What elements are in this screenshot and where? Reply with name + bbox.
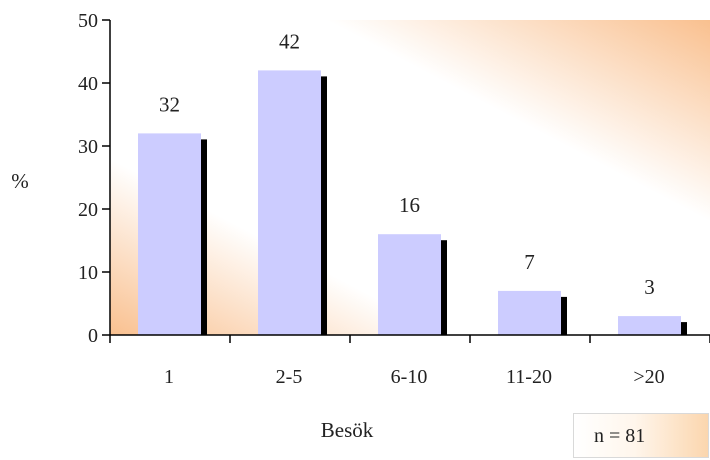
bar-shadow — [201, 139, 207, 335]
data-label: 42 — [279, 29, 300, 53]
data-label: 32 — [159, 92, 180, 116]
x-tick-label: 2-5 — [276, 366, 303, 388]
bar — [258, 70, 321, 336]
x-tick-label: >20 — [633, 366, 664, 388]
x-tick-label: 11-20 — [506, 366, 552, 388]
data-label: 7 — [524, 250, 535, 274]
y-tick-label: 10 — [78, 262, 98, 284]
sample-size-label: n = 81 — [594, 425, 646, 447]
bar — [378, 234, 441, 335]
x-tick-label: 1 — [164, 366, 174, 388]
bar-shadow — [441, 240, 447, 335]
y-tick-label: 30 — [78, 136, 98, 158]
bar-shadow — [321, 76, 327, 336]
y-tick-label: 50 — [78, 10, 98, 32]
x-axis-title: Besök — [321, 418, 374, 442]
bar-shadow — [681, 322, 687, 335]
bar — [498, 290, 561, 335]
y-tick-label: 0 — [88, 325, 98, 347]
bar — [618, 316, 681, 335]
bar — [138, 133, 201, 335]
y-tick-label: 40 — [78, 73, 98, 95]
sample-size-box: n = 81 — [573, 413, 709, 458]
data-label: 16 — [399, 193, 420, 217]
y-axis-title: % — [11, 169, 29, 193]
bar-shadow — [561, 296, 567, 335]
y-tick-label: 20 — [78, 199, 98, 221]
x-tick-label: 6-10 — [391, 366, 428, 388]
data-label: 3 — [644, 275, 655, 299]
